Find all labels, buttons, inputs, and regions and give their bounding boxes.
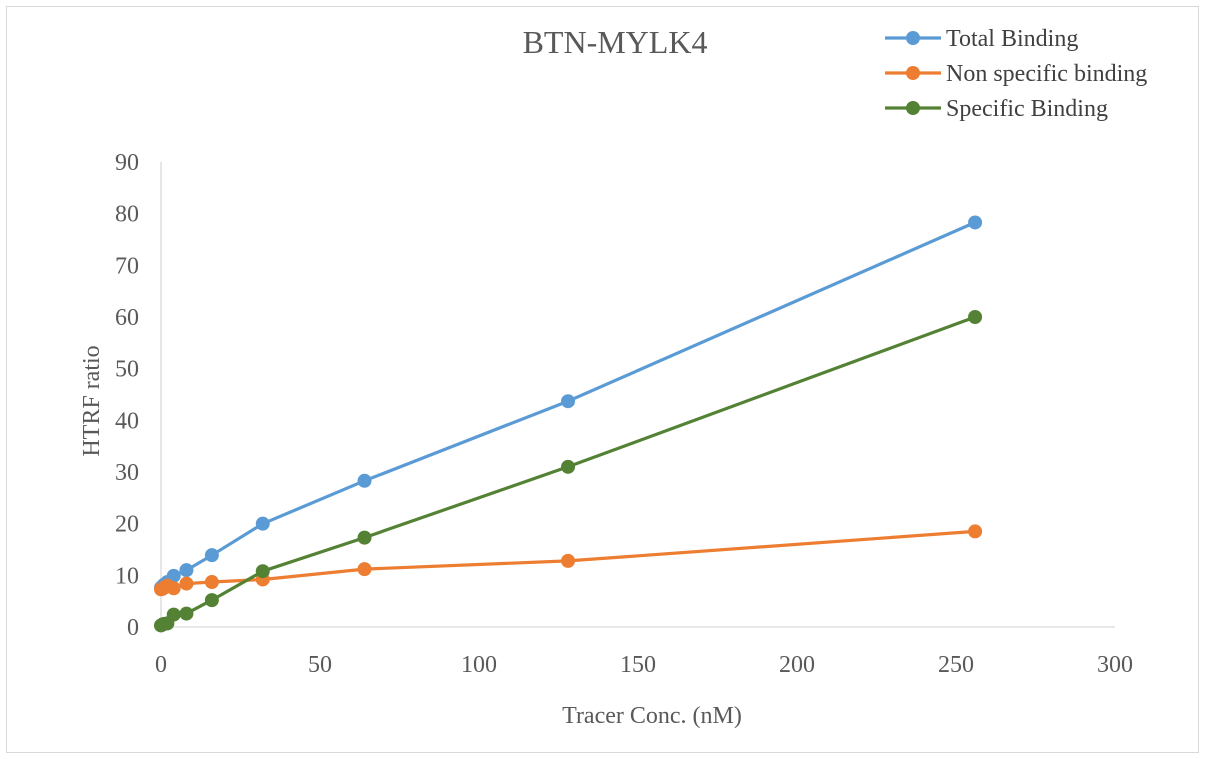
x-tick-label: 0 [155, 652, 167, 678]
data-point [255, 516, 270, 531]
data-point [561, 459, 576, 474]
data-point [357, 562, 372, 577]
y-tick-label: 40 [115, 408, 139, 434]
x-tick-label: 100 [461, 652, 497, 678]
data-point [179, 576, 194, 591]
y-tick-label: 50 [115, 357, 139, 383]
data-point [166, 581, 181, 596]
legend-item: Non specific binding [885, 61, 1147, 87]
legend-label: Non specific binding [946, 61, 1147, 87]
x-tick-label: 250 [938, 652, 974, 678]
data-point [255, 564, 270, 579]
chart-title: BTN-MYLK4 [523, 24, 708, 60]
data-point [204, 593, 219, 608]
chart-area: BTN-MYLK4 0 10 20 30 40 50 60 70 80 90 0 50 100 150 20… [6, 6, 1199, 753]
data-point [357, 530, 372, 545]
y-tick-label: 60 [115, 305, 139, 331]
data-point [204, 548, 219, 563]
x-axis-title: Tracer Conc. (nM) [562, 703, 742, 729]
data-point [561, 394, 576, 409]
y-tick-label: 90 [115, 150, 139, 176]
y-tick-label: 80 [115, 202, 139, 228]
legend-marker [906, 66, 920, 80]
data-point [968, 215, 983, 230]
y-tick-label: 20 [115, 512, 139, 538]
y-tick-label: 30 [115, 460, 139, 486]
series-1 [154, 215, 983, 595]
x-tick-label: 150 [620, 652, 656, 678]
plot-area: 0 10 20 30 40 50 60 70 80 90 0 50 100 150 200 250 300 [115, 150, 1133, 678]
data-point [968, 524, 983, 539]
legend-marker [906, 31, 920, 45]
data-point [968, 310, 983, 324]
x-tick-label: 200 [779, 652, 815, 678]
y-tick-label: 0 [127, 615, 139, 641]
legend-marker [906, 101, 920, 115]
data-point [561, 553, 576, 568]
legend: Total Binding Non specific binding Specifi… [885, 26, 1147, 122]
legend-label: Specific Binding [946, 96, 1108, 122]
x-tick-label: 50 [308, 652, 332, 678]
y-tick-label: 10 [115, 563, 139, 589]
legend-item: Specific Binding [885, 96, 1108, 122]
chart-svg: BTN-MYLK4 0 10 20 30 40 50 60 70 80 90 0 50 100 150 20… [79, 24, 1147, 729]
data-point [179, 606, 194, 621]
data-point [179, 563, 194, 578]
data-point [166, 607, 181, 622]
y-tick-label: 70 [115, 253, 139, 279]
series-2 [154, 524, 983, 597]
series-3 [154, 310, 983, 633]
legend-item: Total Binding [885, 26, 1078, 52]
data-point [204, 575, 219, 590]
legend-label: Total Binding [946, 26, 1078, 52]
x-tick-label: 300 [1097, 652, 1133, 678]
y-axis-title: HTRF ratio [79, 345, 105, 456]
data-point [357, 473, 372, 488]
